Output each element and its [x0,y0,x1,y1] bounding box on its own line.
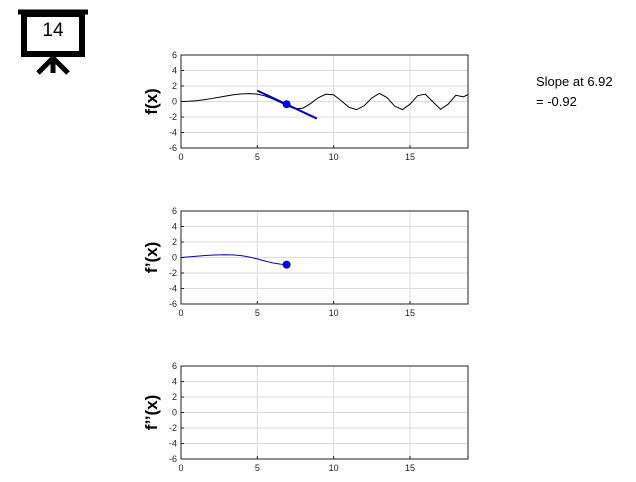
x-tick-label: 15 [405,308,415,318]
y-tick-label: 2 [172,237,177,247]
x-tick-label: 0 [178,152,183,162]
slope-readout-line1: Slope at 6.92 [536,74,613,89]
x-tick-label: 5 [255,152,260,162]
x-tick-label: 0 [178,308,183,318]
y-tick-label: -4 [169,439,177,449]
y-tick-label: 2 [172,81,177,91]
slope-readout-line2: = -0.92 [536,94,577,109]
y-tick-label: -6 [169,299,177,309]
y-tick-label: -6 [169,143,177,153]
y-tick-label: 0 [172,253,177,263]
y-tick-label: 4 [172,66,177,76]
y-tick-label: 6 [172,206,177,216]
x-tick-label: 15 [405,463,415,473]
y-axis-label: f’(x) [142,242,161,273]
x-tick-label: 5 [255,463,260,473]
x-tick-label: 5 [255,308,260,318]
y-tick-label: -6 [169,454,177,464]
x-tick-label: 15 [405,152,415,162]
presentation-board-icon [18,9,88,75]
y-tick-label: 0 [172,97,177,107]
y-tick-label: -4 [169,128,177,138]
x-tick-label: 10 [329,152,339,162]
y-tick-label: -2 [169,268,177,278]
y-tick-label: -2 [169,112,177,122]
chart-3: 0 5 10 15 -6 -4 -2 0 2 4 6 f’’(x) [142,361,469,473]
current-point-marker [282,100,291,109]
x-tick-label: 0 [178,463,183,473]
y-tick-label: 2 [172,392,177,402]
y-tick-label: 4 [172,377,177,387]
x-tick-label: 10 [329,308,339,318]
current-point-marker [282,260,291,269]
y-axis-label: f’’(x) [142,395,161,431]
y-tick-label: -2 [169,423,177,433]
y-tick-label: 0 [172,408,177,418]
chart-1: 0 5 10 15 -6 -4 -2 0 2 4 6 f(x) [142,50,469,162]
y-axis-label: f(x) [142,88,161,114]
series-line-1 [180,92,469,111]
chart-2: 0 5 10 15 -6 -4 -2 0 2 4 6 f’(x) [142,206,469,318]
y-tick-label: 6 [172,361,177,371]
series-line-1 [180,254,287,266]
slide-number: 14 [42,20,64,41]
slope-readout: Slope at 6.92 = -0.92 [536,72,613,112]
y-tick-label: 6 [172,50,177,60]
x-tick-label: 10 [329,463,339,473]
y-tick-label: -4 [169,284,177,294]
y-tick-label: 4 [172,222,177,232]
